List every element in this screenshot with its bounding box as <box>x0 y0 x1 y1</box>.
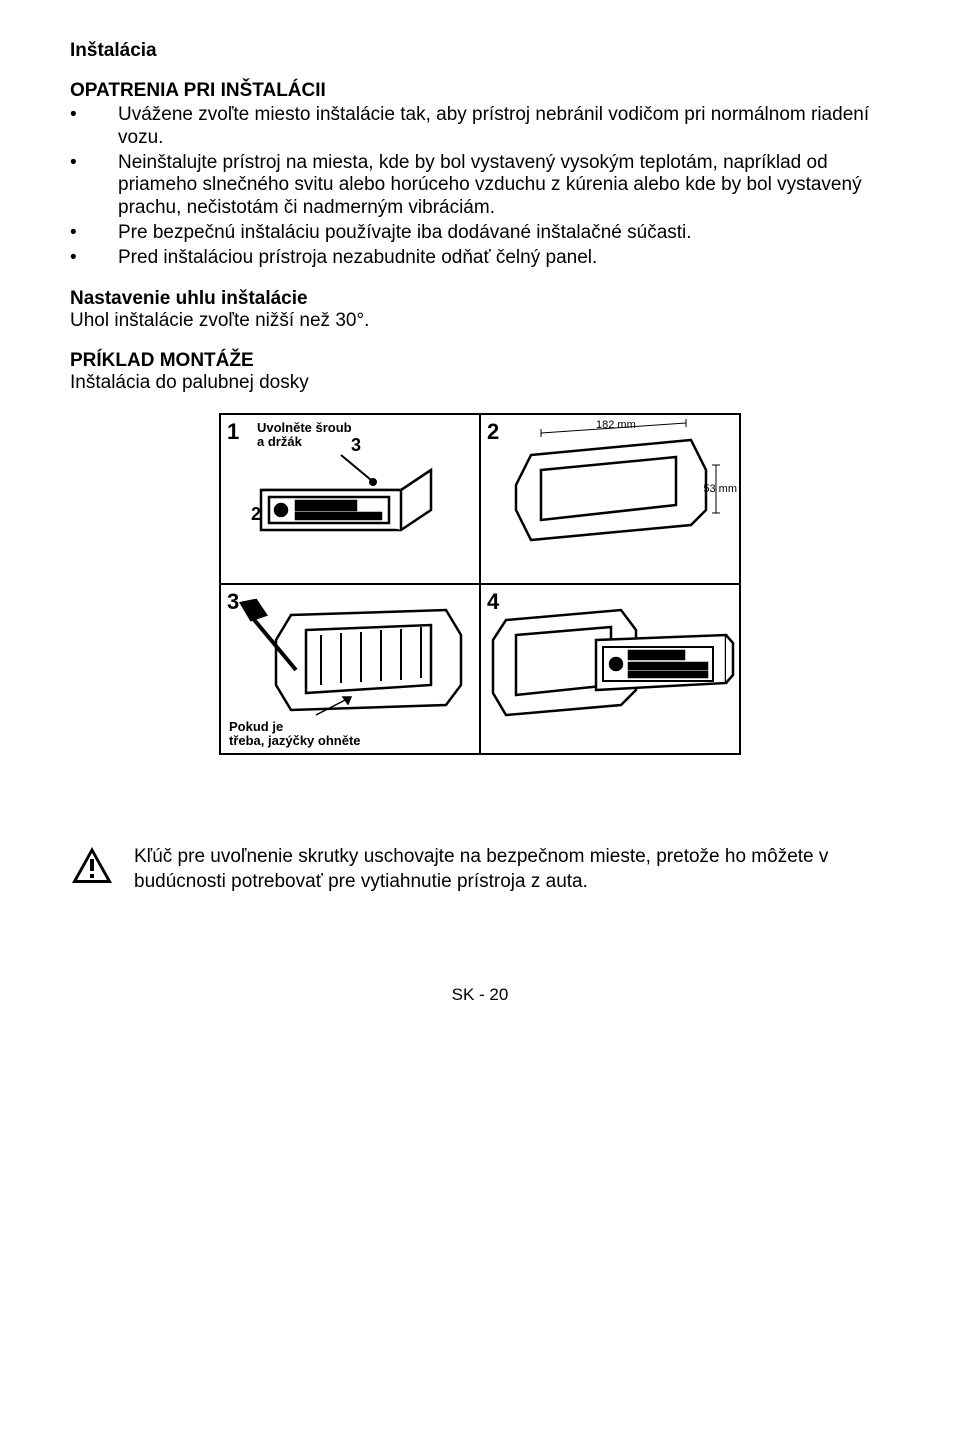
diagram-panel-4: 4 <box>480 584 740 754</box>
dimension-height: 53 mm <box>703 483 737 495</box>
subsection-title: OPATRENIA PRI INŠTALÁCII <box>70 80 890 102</box>
panel-number: 1 <box>227 419 239 445</box>
list-item: Pre bezpečnú inštaláciu používajte iba d… <box>70 222 890 245</box>
callout: 3 <box>351 435 361 455</box>
panel-number: 2 <box>487 419 499 445</box>
callout: 2 <box>251 504 261 524</box>
list-item: Pred inštaláciou prístroja nezabudnite o… <box>70 247 890 270</box>
panel-number: 3 <box>227 589 239 615</box>
example-heading: PRÍKLAD MONTÁŽE <box>70 350 890 372</box>
installation-diagram: 1 Uvolněte šroub a držák <box>219 413 741 755</box>
angle-text: Uhol inštalácie zvoľte nižší než 30°. <box>70 310 890 333</box>
diagram-panel-2: 2 18 <box>480 414 740 584</box>
page-footer: SK - 20 <box>70 985 890 1005</box>
panel-drawing <box>481 415 740 584</box>
example-text: Inštalácia do palubnej dosky <box>70 372 890 395</box>
warning-block: Kľúč pre uvoľnenie skrutky uschovajte na… <box>70 845 890 894</box>
panel-label: Uvolněte šroub a držák <box>257 421 352 448</box>
list-item: Uvážene zvoľte miesto inštalácie tak, ab… <box>70 104 890 150</box>
diagram-panel-1: 1 Uvolněte šroub a držák <box>220 414 480 584</box>
panel-label: Pokud je třeba, jazýčky ohněte <box>229 720 361 747</box>
section-title: Inštalácia <box>70 40 890 62</box>
instruction-list: Uvážene zvoľte miesto inštalácie tak, ab… <box>70 104 890 270</box>
warning-icon <box>70 845 114 885</box>
list-item: Neinštalujte prístroj na miesta, kde by … <box>70 152 890 220</box>
warning-text: Kľúč pre uvoľnenie skrutky uschovajte na… <box>134 845 890 894</box>
panel-drawing <box>481 585 740 754</box>
diagram-panel-3: 3 <box>220 584 480 754</box>
dimension-width: 182 mm <box>596 419 636 431</box>
panel-number: 4 <box>487 589 499 615</box>
angle-heading: Nastavenie uhlu inštalácie <box>70 288 890 310</box>
